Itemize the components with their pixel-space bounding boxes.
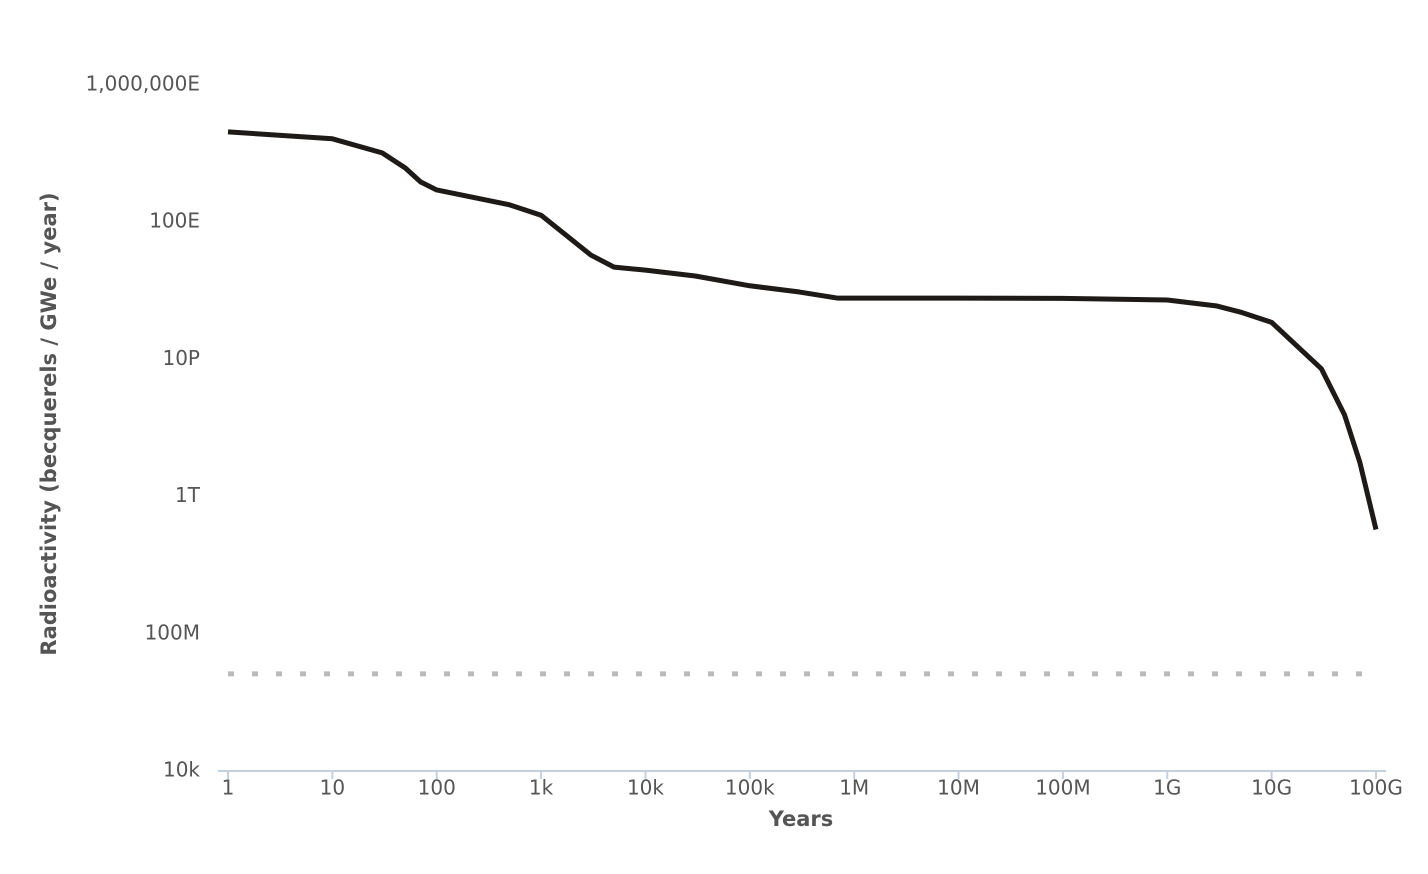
y-tick-label: 1,000,000E — [86, 72, 200, 96]
y-tick-label: 100E — [149, 209, 200, 233]
x-axis-title: Years — [768, 807, 834, 831]
y-tick-label: 100M — [145, 620, 200, 644]
x-tick-label: 100 — [418, 776, 456, 800]
x-tick-label: 1G — [1153, 776, 1181, 800]
y-tick-label: 10k — [163, 758, 200, 782]
x-tick-label: 10 — [320, 776, 345, 800]
x-tick-label: 100M — [1035, 776, 1090, 800]
x-tick-label: 1M — [839, 776, 869, 800]
x-tick-label: 100k — [725, 776, 775, 800]
x-tick-label: 1k — [529, 776, 554, 800]
x-tick-label: 10M — [937, 776, 980, 800]
y-tick-label: 1T — [175, 483, 201, 507]
x-tick-label: 10k — [627, 776, 664, 800]
x-tick-label: 100G — [1349, 776, 1403, 800]
y-tick-label: 10P — [162, 346, 200, 370]
x-tick-label: 1 — [222, 776, 235, 800]
y-axis-title: Radioactivity (becquerels / GWe / year) — [37, 192, 61, 655]
data-line — [227, 129, 1379, 531]
x-tick-label: 10G — [1251, 776, 1292, 800]
